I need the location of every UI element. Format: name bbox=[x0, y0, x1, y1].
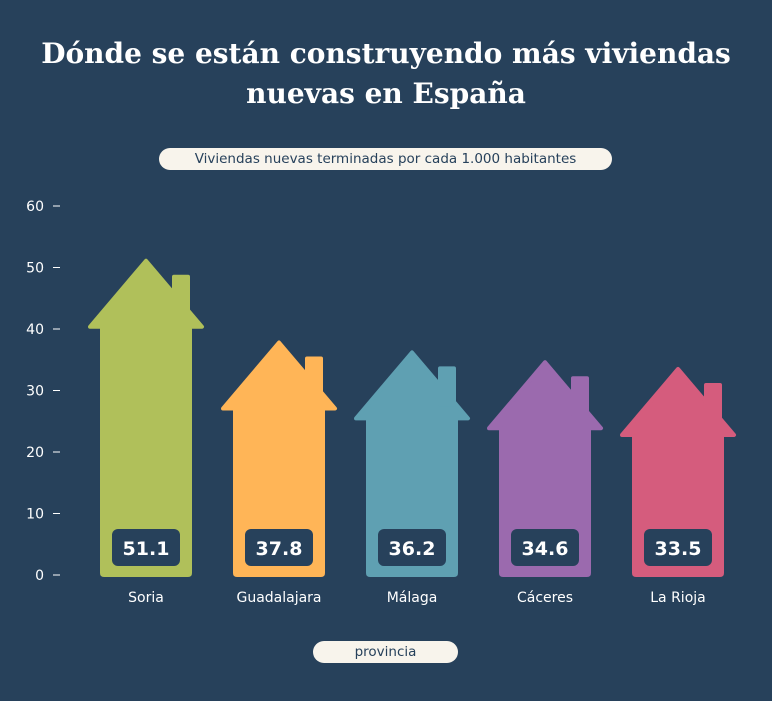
data-label: 33.5 bbox=[655, 538, 702, 560]
bar-house-1: 37.8 Guadalajara bbox=[221, 340, 337, 606]
y-tick-label: 10 bbox=[26, 507, 44, 523]
y-tick-label: 0 bbox=[35, 568, 44, 584]
y-tick-label: 30 bbox=[26, 384, 44, 400]
value-label-box bbox=[644, 529, 712, 566]
chimney bbox=[571, 376, 589, 417]
chimney bbox=[305, 356, 323, 397]
y-tick-label: 40 bbox=[26, 322, 44, 338]
y-tick-label: 60 bbox=[26, 199, 44, 215]
chart-subtitle: Viviendas nuevas terminadas por cada 1.0… bbox=[159, 148, 612, 170]
data-label: 36.2 bbox=[389, 538, 436, 560]
value-label-box bbox=[378, 529, 446, 566]
x-tick-label: Málaga bbox=[387, 590, 438, 606]
value-label-box bbox=[511, 529, 579, 566]
y-tick-label: 20 bbox=[26, 445, 44, 461]
data-label: 37.8 bbox=[256, 538, 303, 560]
chimney bbox=[438, 366, 456, 407]
data-label: 34.6 bbox=[522, 538, 569, 560]
y-tick-label: 50 bbox=[26, 261, 44, 277]
value-label-box bbox=[112, 529, 180, 566]
value-label-box bbox=[245, 529, 313, 566]
x-tick-label: Guadalajara bbox=[236, 590, 321, 606]
bar-house-0: 51.1 Soria bbox=[88, 258, 204, 606]
chart-title: Dónde se están construyendo más vivienda… bbox=[41, 37, 731, 110]
bar bbox=[88, 258, 204, 577]
bar bbox=[354, 350, 470, 577]
chimney bbox=[172, 274, 190, 315]
chimney bbox=[704, 382, 722, 423]
bar-house-2: 36.2 Málaga bbox=[354, 350, 470, 606]
x-tick-label: Soria bbox=[128, 590, 164, 606]
data-label: 51.1 bbox=[123, 538, 170, 560]
x-tick-label: Cáceres bbox=[517, 590, 573, 606]
x-tick-label: La Rioja bbox=[650, 590, 705, 606]
bar-house-3: 34.6 Cáceres bbox=[487, 360, 603, 606]
bar bbox=[221, 340, 337, 577]
bar-house-4: 33.5 La Rioja bbox=[620, 366, 736, 606]
x-axis-label: provincia bbox=[313, 641, 458, 663]
